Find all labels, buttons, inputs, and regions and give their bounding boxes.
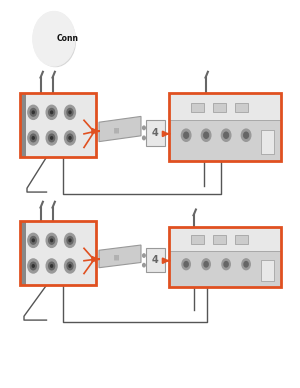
Circle shape: [51, 239, 52, 242]
Text: 4: 4: [152, 255, 159, 265]
Circle shape: [69, 265, 71, 267]
Bar: [213, 103, 226, 112]
Bar: [20, 221, 96, 285]
Circle shape: [224, 132, 229, 138]
Circle shape: [51, 111, 52, 114]
Text: 4: 4: [152, 128, 159, 138]
Text: |||: |||: [113, 127, 119, 133]
Bar: [190, 236, 204, 244]
Bar: [169, 93, 280, 161]
Bar: [235, 236, 248, 244]
Circle shape: [142, 263, 145, 267]
Bar: [169, 93, 280, 161]
Circle shape: [244, 262, 248, 267]
Circle shape: [51, 265, 52, 267]
Circle shape: [201, 129, 211, 141]
Circle shape: [67, 134, 73, 142]
Circle shape: [28, 233, 39, 248]
Circle shape: [202, 259, 210, 270]
Bar: [169, 227, 280, 287]
Circle shape: [204, 262, 208, 267]
Circle shape: [67, 109, 73, 116]
Circle shape: [224, 262, 228, 267]
Circle shape: [30, 109, 36, 116]
Polygon shape: [99, 245, 141, 268]
Circle shape: [142, 136, 145, 140]
Circle shape: [28, 105, 39, 120]
Circle shape: [51, 137, 52, 139]
Bar: [20, 93, 96, 157]
Text: |||: |||: [113, 255, 119, 260]
Circle shape: [33, 12, 75, 66]
Circle shape: [46, 105, 57, 120]
Circle shape: [64, 131, 75, 145]
Circle shape: [184, 132, 188, 138]
Circle shape: [204, 132, 208, 138]
Circle shape: [32, 239, 34, 242]
Bar: [169, 227, 280, 287]
Circle shape: [30, 237, 36, 244]
Circle shape: [49, 237, 55, 244]
Circle shape: [30, 134, 36, 142]
Circle shape: [69, 137, 71, 139]
Bar: [169, 93, 280, 120]
Text: Conn: Conn: [57, 34, 79, 43]
Circle shape: [32, 265, 34, 267]
Circle shape: [64, 233, 75, 248]
Circle shape: [35, 15, 76, 67]
Circle shape: [33, 12, 75, 66]
Circle shape: [142, 126, 145, 130]
Circle shape: [46, 233, 57, 248]
Polygon shape: [99, 116, 141, 142]
Bar: [260, 130, 274, 154]
Bar: [190, 103, 204, 112]
Circle shape: [32, 137, 34, 139]
Circle shape: [182, 129, 191, 141]
Circle shape: [222, 259, 230, 270]
Circle shape: [49, 262, 55, 270]
Circle shape: [32, 111, 34, 114]
Bar: [20, 93, 96, 157]
Circle shape: [46, 259, 57, 273]
Circle shape: [184, 262, 188, 267]
Circle shape: [69, 239, 71, 242]
Circle shape: [49, 109, 55, 116]
Circle shape: [221, 129, 231, 141]
Circle shape: [182, 259, 190, 270]
Circle shape: [67, 262, 73, 270]
Circle shape: [242, 259, 250, 270]
Circle shape: [28, 131, 39, 145]
Bar: [146, 248, 165, 272]
Circle shape: [142, 254, 145, 257]
Bar: [169, 227, 280, 251]
Circle shape: [28, 259, 39, 273]
Circle shape: [244, 132, 248, 138]
Circle shape: [46, 131, 57, 145]
Bar: [235, 103, 248, 112]
Bar: [260, 260, 274, 281]
Circle shape: [67, 237, 73, 244]
Bar: [20, 93, 26, 157]
Circle shape: [30, 262, 36, 270]
Circle shape: [49, 134, 55, 142]
Circle shape: [69, 111, 71, 114]
Bar: [20, 221, 96, 285]
Bar: [20, 221, 26, 285]
Bar: [146, 120, 165, 146]
Circle shape: [64, 105, 75, 120]
Circle shape: [64, 259, 75, 273]
Bar: [213, 236, 226, 244]
Circle shape: [242, 129, 251, 141]
